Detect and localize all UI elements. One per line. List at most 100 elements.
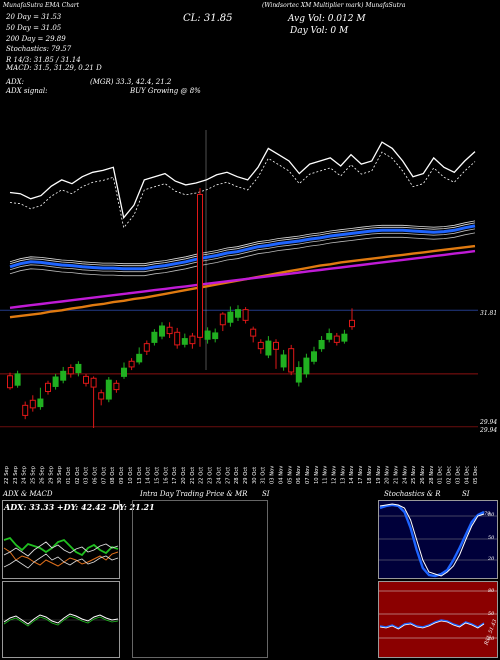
- date-tick: 08 Oct: [110, 467, 116, 484]
- stoch-value: 79: [484, 511, 491, 517]
- adx-signal-label: ADX signal:: [6, 87, 48, 95]
- date-tick: 28 Oct: [234, 467, 240, 484]
- stoch-k-line: [379, 503, 485, 578]
- intraday-si: SI: [262, 490, 270, 498]
- indicators-line: MunafaSutra EMA Chart: [3, 2, 80, 9]
- date-tick: 10 Oct: [128, 467, 134, 484]
- rsi-tick-50: 50: [488, 611, 495, 617]
- date-tick: 02 Dec: [447, 466, 453, 484]
- candle-body: [250, 328, 257, 337]
- price-label-lower2: 29.94: [480, 427, 498, 434]
- candle-body: [341, 333, 348, 342]
- candle-body: [349, 319, 355, 328]
- candle-body: [128, 360, 135, 368]
- date-tick: 29 Oct: [243, 467, 249, 484]
- candle-body: [37, 398, 44, 408]
- candle-body: [242, 309, 249, 321]
- price-label-upper: 31.81: [480, 310, 498, 317]
- candle-body: [212, 332, 219, 340]
- adx-label: ADX:: [6, 78, 25, 86]
- candle-body: [227, 311, 234, 323]
- candle-body: [280, 354, 287, 368]
- stoch-d-line: [379, 503, 485, 577]
- candle-body: [181, 338, 188, 345]
- macd-signal-line: [3, 615, 119, 627]
- candle-body: [235, 309, 241, 318]
- price-label-lower1: 29.94: [480, 419, 498, 426]
- stoch-tick-20: 20: [488, 556, 495, 562]
- adx-pane: [2, 500, 120, 579]
- date-tick: 29 Sep: [48, 465, 54, 484]
- date-tick: 17 Oct: [172, 467, 178, 484]
- envelope-line-1: [9, 220, 476, 265]
- candle-body: [29, 399, 36, 409]
- macd-label: MACD: 31.5, 31.29, 0.21 D: [6, 64, 102, 72]
- candle-body: [121, 367, 127, 377]
- intraday-panel-title: Intra Day Trading Price & MR: [140, 490, 248, 498]
- company-name: (Windsortec XM Multiplier mark) MunafaSu…: [262, 2, 406, 9]
- candle-body: [7, 375, 13, 389]
- candle-body: [303, 357, 310, 375]
- ema20-label: 20 Day = 31.53: [6, 13, 62, 21]
- date-tick: 25 Sep: [31, 465, 37, 484]
- candle-body: [45, 382, 51, 392]
- price-dotted-line: [9, 151, 476, 229]
- adx-values: (MGR) 33.3, 42.4, 21.2: [90, 78, 172, 86]
- stoch-bg: [379, 501, 497, 578]
- stoch-si: SI: [462, 490, 470, 498]
- date-tick: 02 Oct: [75, 467, 81, 484]
- envelope-line-2: [9, 228, 476, 273]
- intraday-pane: [132, 500, 268, 658]
- date-tick: 12 Nov: [332, 466, 338, 484]
- date-tick: 19 Nov: [376, 466, 382, 484]
- rsi-line: [379, 619, 485, 629]
- candle-body: [159, 325, 165, 337]
- candle-body: [166, 326, 173, 335]
- adx-panel-title: ADX & MACD: [3, 490, 53, 498]
- date-tick: 06 Nov: [296, 466, 302, 484]
- stochastics-label: Stochastics: 79.57: [6, 45, 72, 53]
- date-tick: 18 Nov: [367, 466, 373, 484]
- avg-volume: Avg Vol: 0.012 M: [288, 14, 366, 24]
- rsi-signal-line: [379, 620, 485, 630]
- stoch-tick-50: 50: [488, 535, 495, 541]
- date-tick: 13 Nov: [340, 466, 346, 484]
- candle-body: [151, 331, 158, 343]
- candle-body: [219, 313, 226, 326]
- series-line-0: [9, 224, 476, 271]
- date-tick: 23 Sep: [13, 465, 19, 484]
- date-tick: 09 Oct: [119, 467, 125, 484]
- date-tick: 20 Nov: [385, 466, 391, 484]
- date-tick: 26 Nov: [420, 466, 426, 484]
- date-tick: 10 Nov: [314, 466, 320, 484]
- day-volume: Day Vol: 0 M: [290, 26, 349, 36]
- candle-body: [67, 367, 74, 375]
- date-tick: 22 Oct: [199, 467, 205, 484]
- date-tick: 28 Nov: [429, 466, 435, 484]
- date-tick: 04 Dec: [464, 466, 470, 484]
- candle-body: [288, 348, 295, 373]
- envelope-line-0: [9, 222, 476, 267]
- candle-body: [22, 404, 29, 416]
- candle-body: [174, 331, 181, 346]
- date-tick: 14 Nov: [349, 466, 355, 484]
- candle-body: [326, 333, 333, 340]
- candle-body: [52, 376, 59, 387]
- date-tick: 30 Sep: [57, 465, 63, 484]
- date-tick: 20 Oct: [181, 467, 187, 484]
- rsi-pane: [378, 581, 498, 658]
- adx-line-2: [3, 553, 119, 569]
- date-tick: 22 Sep: [4, 465, 10, 484]
- date-tick: 03 Nov: [270, 466, 276, 484]
- macd-pane: [2, 581, 120, 658]
- date-tick: 04 Nov: [278, 466, 284, 484]
- buy-signal: BUY Growing @ 8%: [130, 87, 201, 95]
- adx-minus-line: [3, 547, 119, 567]
- date-tick: 15 Oct: [155, 467, 161, 484]
- date-tick: 03 Dec: [455, 466, 461, 484]
- candle-body: [14, 373, 21, 386]
- date-tick: 06 Oct: [93, 467, 99, 484]
- date-axis: 22 Sep 23 Sep 24 Sep 25 Sep 26 Sep 29 Sep 30 S…: [4, 465, 479, 484]
- close-label: CL: 31.85: [183, 13, 233, 24]
- adx-line: [3, 541, 119, 557]
